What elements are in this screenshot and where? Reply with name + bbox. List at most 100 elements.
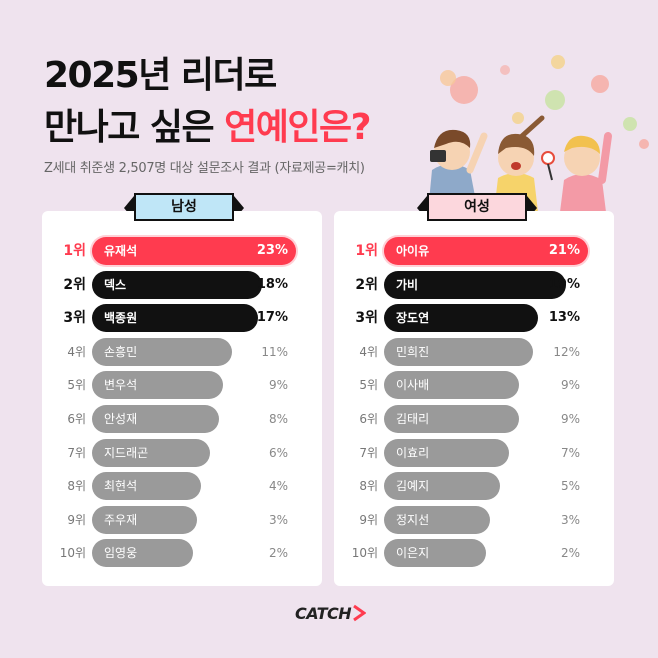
rank-label: 6위 [67,412,86,426]
celebrity-name: 장도연 [396,311,430,326]
rank-label: 5위 [67,378,86,393]
celebrity-name: 이사배 [396,378,430,393]
percent-label: 23% [256,243,288,258]
celebrity-name: 이효리 [396,445,430,460]
percent-label: 17% [256,310,288,326]
male-ranking-panel: 1위 유재석 23% 2위 덱스 18% 3위 백종원 17% 4위 손흥민 11% 5위 변우석 9% 6위… [42,211,322,586]
rank-label: 1위 [355,243,378,259]
value-bar [92,237,296,265]
value-bar [92,405,219,433]
rank-label: 7위 [67,445,86,460]
ranking-row: 1위 유재석 23% [42,237,322,265]
title-line-1: 2025년 리더로 [44,55,277,96]
value-bar [384,405,519,433]
ranking-row: 1위 아이유 21% [334,237,614,265]
logo-text: CATCH [295,604,352,623]
percent-label: 9% [268,378,288,393]
value-bar [92,438,211,467]
percent-label: 8% [268,412,288,426]
value-bar [92,371,224,400]
ranking-row: 8위 최현석 4% [42,472,322,501]
value-bar [92,304,258,333]
percent-label: 2% [268,546,288,561]
value-bar [384,438,510,467]
ranking-row: 6위 김태리 9% [334,405,614,433]
percent-label: 13% [548,310,580,326]
percent-label: 12% [553,344,580,359]
ranking-row: 10위 임영웅 2% [42,539,322,568]
ranking-row: 4위 민희진 12% [334,337,614,366]
catch-logo: CATCH [295,604,367,623]
value-bar [92,505,198,534]
celebrity-name: 김예지 [396,479,430,494]
rank-label: 9위 [67,512,86,527]
celebrity-name: 덱스 [104,277,127,292]
percent-label: 3% [268,512,288,527]
rank-label: 3위 [355,310,378,327]
rank-label: 6위 [359,412,378,426]
rank-label: 3위 [63,310,86,327]
rank-label: 10위 [351,546,378,561]
ranking-row: 3위 백종원 17% [42,304,322,333]
male-tag: 남성 [134,193,234,221]
celebrity-name: 최현석 [104,479,138,494]
value-bar [384,337,534,366]
page-title: 2025년 리더로 만나고 싶은 연예인은? [44,50,372,154]
ranking-row: 2위 가비 19% [334,270,614,299]
percent-label: 9% [560,378,580,393]
percent-label: 6% [268,445,288,460]
celebrity-name: 이은지 [396,546,430,561]
value-bar [384,270,567,299]
percent-label: 9% [560,412,580,426]
value-bar [384,505,491,534]
value-bar [92,270,263,299]
ranking-row: 3위 장도연 13% [334,304,614,333]
female-ranking-panel: 1위 아이유 21% 2위 가비 19% 3위 장도연 13% 4위 민희진 12% 5위 이사배 9% 6위… [334,211,614,586]
celebrity-name: 민희진 [396,344,430,359]
male-tag-right-ribbon [234,196,244,220]
celebrity-name: 임영웅 [104,546,138,561]
ranking-row: 7위 이효리 7% [334,438,614,467]
ranking-row: 6위 안성재 8% [42,405,322,433]
percent-label: 19% [548,276,580,292]
percent-label: 3% [560,512,580,527]
celebrities-illustration [428,55,649,212]
celebrity-name: 김태리 [396,412,430,426]
title-line-2: 만나고 싶은 연예인은? [44,102,372,154]
rank-label: 2위 [355,276,378,293]
celebrity-name: 아이유 [396,244,430,258]
percent-label: 11% [261,344,288,359]
title-line-2-text: 만나고 싶은 [44,107,225,148]
value-bar [92,472,202,501]
female-tag-right-ribbon [527,196,537,220]
ranking-row: 7위 지드래곤 6% [42,438,322,467]
celebrity-name: 변우석 [104,378,138,393]
ranking-row: 8위 김예지 5% [334,472,614,501]
value-bar [384,304,538,333]
rank-label: 4위 [359,344,378,359]
celebrity-name: 유재석 [104,244,138,258]
percent-label: 21% [548,243,580,258]
percent-label: 2% [560,546,580,561]
ranking-row: 9위 주우재 3% [42,505,322,534]
rank-label: 8위 [67,479,86,494]
percent-label: 4% [268,479,288,494]
ranking-row: 2위 덱스 18% [42,270,322,299]
rank-label: 7위 [359,445,378,460]
celebrity-name: 가비 [396,277,419,292]
female-tag: 여성 [427,193,527,221]
value-bar [92,539,193,568]
ranking-row: 5위 변우석 9% [42,371,322,400]
ranking-row: 10위 이은지 2% [334,539,614,568]
logo-arrow-icon [353,604,367,622]
celebrity-name: 손흥민 [104,344,138,359]
value-bar [384,371,519,400]
rank-label: 9위 [359,512,378,527]
celebrity-name: 정지선 [396,512,430,527]
percent-label: 7% [560,445,580,460]
ranking-row: 4위 손흥민 11% [42,337,322,366]
celebrity-name: 주우재 [104,512,138,527]
subtitle: Z세대 취준생 2,507명 대상 설문조사 결과 (자료제공=캐치) [44,161,365,176]
male-tag-left-ribbon [124,196,134,220]
celebrity-name: 백종원 [104,311,138,326]
